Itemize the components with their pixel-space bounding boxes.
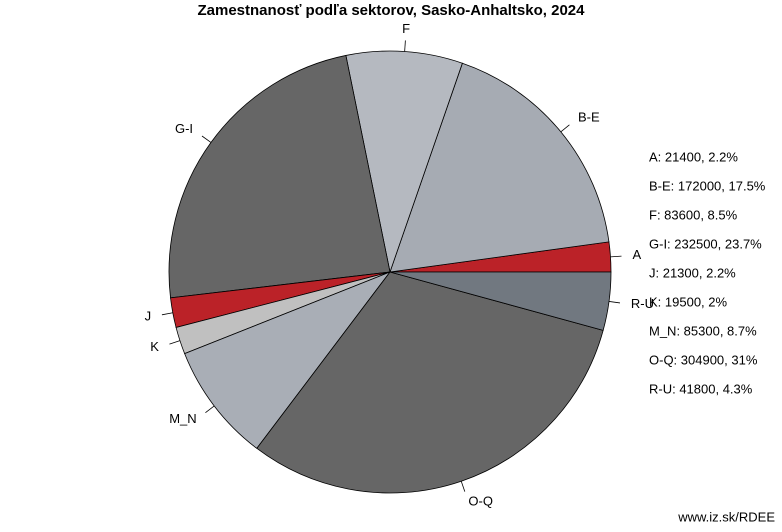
slice-label: M_N: [169, 411, 196, 426]
pie-slice: [345, 50, 463, 274]
slice-label: B-E: [578, 109, 600, 124]
pie-slice: [168, 54, 391, 299]
label-leader: [404, 40, 406, 52]
label-leader: [169, 340, 181, 345]
label-leader: [460, 481, 466, 492]
legend-entry: M_N: 85300, 8.7%: [649, 323, 757, 338]
legend-entry: F: 83600, 8.5%: [649, 207, 738, 222]
label-leader: [205, 405, 215, 413]
label-leader: [560, 124, 570, 133]
label-leader: [608, 301, 621, 304]
slice-label: G-I: [175, 121, 193, 136]
legend-entry: B-E: 172000, 17.5%: [649, 178, 766, 193]
legend-entry: J: 21300, 2.2%: [649, 265, 736, 280]
slice-label: A: [633, 247, 642, 262]
slice-label: R-U: [631, 296, 654, 311]
legend-entry: K: 19500, 2%: [649, 294, 727, 309]
legend-entry: O-Q: 304900, 31%: [649, 352, 758, 367]
label-leader: [610, 255, 622, 258]
pie-slice: [256, 271, 604, 494]
label-leader: [201, 135, 212, 143]
chart-title: Zamestnanosť podľa sektorov, Sasko-Anhal…: [198, 2, 586, 19]
legend-entry: G-I: 232500, 23.7%: [649, 236, 762, 251]
source: www.iz.sk/RDEE: [677, 509, 775, 524]
legend-entry: A: 21400, 2.2%: [649, 149, 738, 164]
slice-label: K: [150, 339, 159, 354]
legend-entry: R-U: 41800, 4.3%: [649, 381, 753, 396]
pie-slice: [389, 271, 612, 331]
slice-label: O-Q: [468, 494, 493, 509]
slice-label: F: [402, 21, 410, 36]
slice-label: J: [145, 308, 152, 323]
label-leader: [161, 312, 173, 316]
